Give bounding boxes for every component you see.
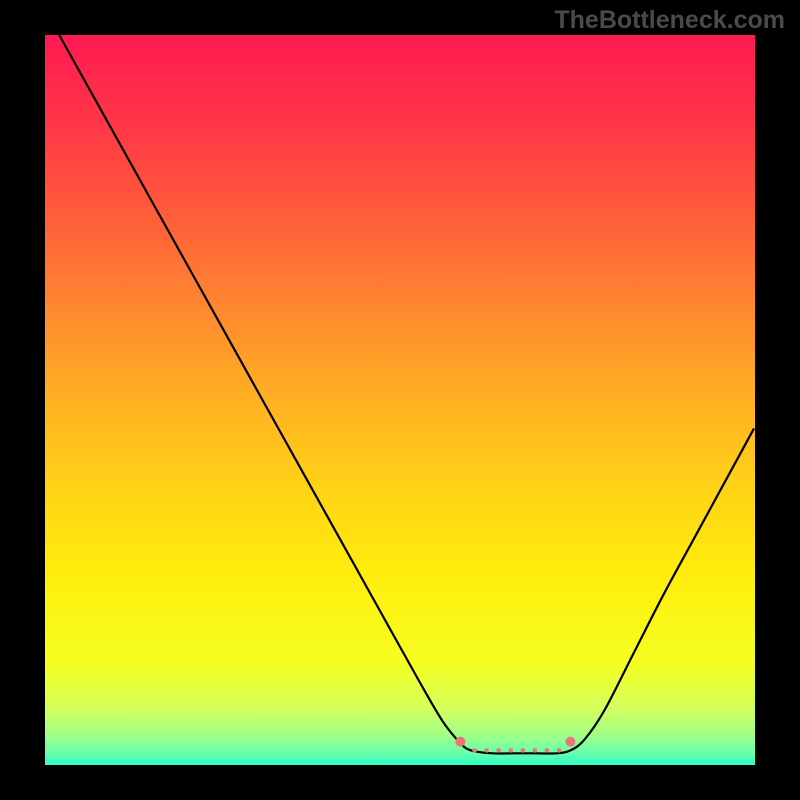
optimal-range-dot [521,748,526,753]
watermark-text: TheBottleneck.com [554,6,785,35]
optimal-range-marker-left [455,737,465,747]
bottleneck-chart [45,35,755,765]
optimal-range-dot [508,748,513,753]
optimal-range-dot [484,748,489,753]
optimal-range-marker-right [565,737,575,747]
optimal-range-dot [557,748,562,753]
optimal-range-dot [533,748,538,753]
chart-frame: TheBottleneck.com [0,0,800,800]
optimal-range-dot [496,748,501,753]
gradient-background [45,35,755,765]
optimal-range-dot [472,748,477,753]
optimal-range-dot [545,748,550,753]
